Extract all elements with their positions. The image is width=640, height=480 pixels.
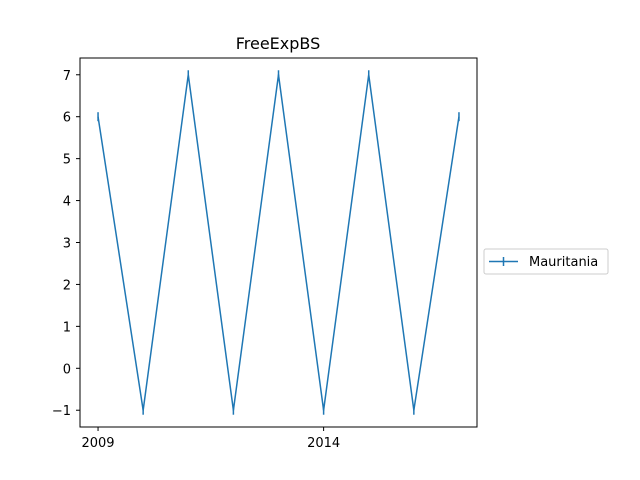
y-tick-label: 4 [63,195,71,210]
y-tick-label: 2 [63,278,71,293]
x-tick-label: 2014 [307,436,340,451]
plot-area [97,70,460,415]
y-tick-label: 6 [63,111,71,126]
x-tick-label: 2009 [81,436,114,451]
legend: Mauritania [483,248,609,275]
y-tick-label: 0 [63,362,71,377]
y-tick-label: −1 [52,404,71,419]
y-tick-label: 3 [63,237,71,252]
chart-title: FreeExpBS [236,34,321,53]
y-tick-label: 5 [63,153,71,168]
legend-label-mauritania: Mauritania [529,255,598,270]
y-tick-label: 7 [63,69,71,84]
y-tick-label: 1 [63,320,71,335]
axes: −1 0 1 2 3 4 5 6 7 2009 2014 [52,57,478,451]
legend-box [483,248,609,275]
